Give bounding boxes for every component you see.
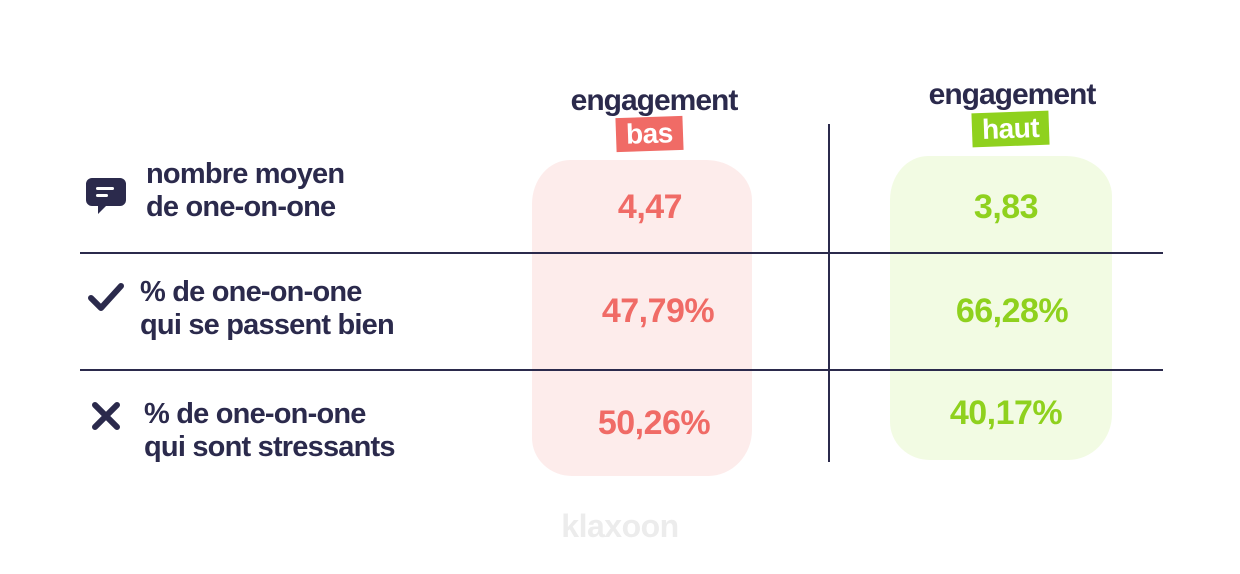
- row-label-line: de one-on-one: [146, 191, 336, 223]
- row-label-line: % de one-on-one: [140, 276, 362, 308]
- low-engagement-header: engagement: [570, 84, 739, 117]
- column-divider: [828, 124, 830, 462]
- klaxoon-logo: klaxoon: [561, 508, 679, 544]
- cross-icon: [88, 398, 128, 438]
- row-label-line: nombre moyen: [146, 158, 345, 190]
- row-divider-1: [80, 252, 1163, 254]
- low-engagement-badge: bas: [615, 115, 684, 153]
- value-low-row-2: 47,79%: [601, 292, 715, 330]
- high-engagement-badge: haut: [971, 110, 1050, 148]
- row-label-line: % de one-on-one: [144, 398, 366, 430]
- low-engagement-column-background: [532, 160, 752, 476]
- value-low-row-3: 50,26%: [597, 404, 711, 442]
- value-high-row-3: 40,17%: [949, 394, 1063, 432]
- row-divider-2: [80, 369, 1163, 371]
- high-engagement-header: engagement: [928, 78, 1097, 111]
- chat-bubble-icon: [84, 174, 126, 214]
- row-label-good-one-on-one: % de one-on-one qui se passent bien: [140, 276, 395, 342]
- row-label-line: qui sont stressants: [144, 431, 396, 463]
- row-label-line: qui se passent bien: [140, 309, 395, 341]
- high-engagement-column-background: [890, 156, 1112, 460]
- value-low-row-1: 4,47: [617, 188, 683, 226]
- row-label-average-one-on-one: nombre moyen de one-on-one: [146, 158, 345, 224]
- value-high-row-2: 66,28%: [955, 292, 1069, 330]
- value-high-row-1: 3,83: [973, 188, 1039, 226]
- row-label-stressful-one-on-one: % de one-on-one qui sont stressants: [144, 398, 396, 464]
- checkmark-icon: [86, 278, 126, 318]
